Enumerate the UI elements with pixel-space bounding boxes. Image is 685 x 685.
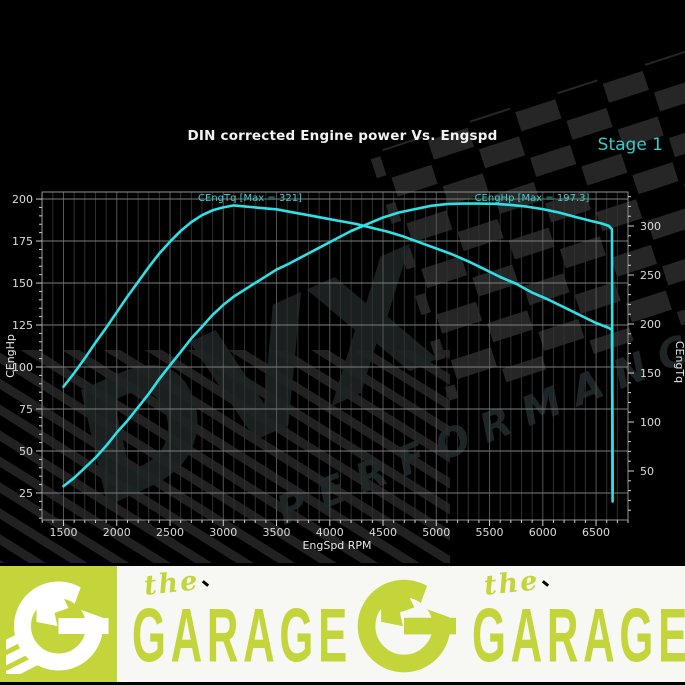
diagonal-stripes-pattern	[0, 350, 450, 565]
right-tick-label: 100	[640, 416, 661, 429]
x-tick-label: 2500	[156, 526, 184, 539]
x-tick-label: 2000	[103, 526, 131, 539]
cenghp-curve	[62, 202, 614, 503]
x-tick-label: 3000	[209, 526, 237, 539]
right-axis-title: CEngTq	[673, 341, 685, 383]
g-wrench-icon	[6, 581, 111, 674]
g-wrench-icon	[357, 579, 458, 673]
stage-badge: Stage 1	[597, 135, 663, 155]
tick-layer: 1500 2000 2500 3000 3500 4000 4500 5000 5500 6000…	[12, 193, 661, 539]
grid-layer	[41, 192, 629, 520]
x-tick-label: 5000	[422, 526, 450, 539]
right-tick-label: 250	[640, 269, 661, 282]
left-tick-label: 50	[19, 445, 33, 458]
x-tick-label: 4500	[369, 526, 397, 539]
garage-logo-primary	[0, 566, 117, 682]
garage-banner: the GARAGE the GARAGE	[0, 563, 685, 685]
left-tick-label: 175	[12, 235, 33, 248]
power-max-label: CEngHp [Max = 197.3]	[475, 193, 590, 204]
dyno-chart: DVX PERFORMANCE 1500 2000 2500 3000 3500 4000…	[0, 39, 685, 565]
left-axis-title: CEngHp	[4, 334, 17, 378]
left-tick-label: 125	[12, 319, 33, 332]
right-tick-label: 50	[640, 465, 654, 478]
the-accent-mark	[541, 580, 550, 587]
plot-frame	[41, 191, 629, 521]
left-tick-label: 75	[19, 403, 33, 416]
x-tick-label: 6500	[582, 526, 610, 539]
torque-max-label: CEngTq [Max = 321]	[198, 193, 302, 204]
brand-block-primary: the GARAGE	[128, 565, 354, 682]
brand-garage: GARAGE	[472, 594, 685, 679]
x-tick-label: 6000	[529, 526, 557, 539]
right-tick-label: 200	[640, 318, 661, 331]
brand-garage: GARAGE	[132, 594, 352, 679]
left-tick-label: 150	[12, 277, 33, 290]
brand-block-secondary: the GARAGE	[468, 565, 685, 682]
left-tick-label: 25	[19, 487, 33, 500]
x-tick-label: 1500	[50, 526, 78, 539]
x-tick-label: 3500	[263, 526, 291, 539]
left-tick-label: 200	[12, 193, 33, 206]
right-tick-label: 150	[640, 367, 661, 380]
the-accent-mark	[201, 580, 210, 587]
x-tick-label: 5500	[476, 526, 504, 539]
cengtq-curve	[62, 204, 614, 492]
x-axis-title: EngSpd RPM	[302, 539, 371, 552]
left-tick-label: 100	[12, 361, 33, 374]
x-tick-label: 4000	[316, 526, 344, 539]
watermark-layer: DVX PERFORMANCE	[0, 39, 685, 565]
right-tick-label: 300	[640, 220, 661, 233]
curve-layer	[62, 202, 614, 503]
chart-title: DIN corrected Engine power Vs. Engspd	[187, 128, 498, 144]
